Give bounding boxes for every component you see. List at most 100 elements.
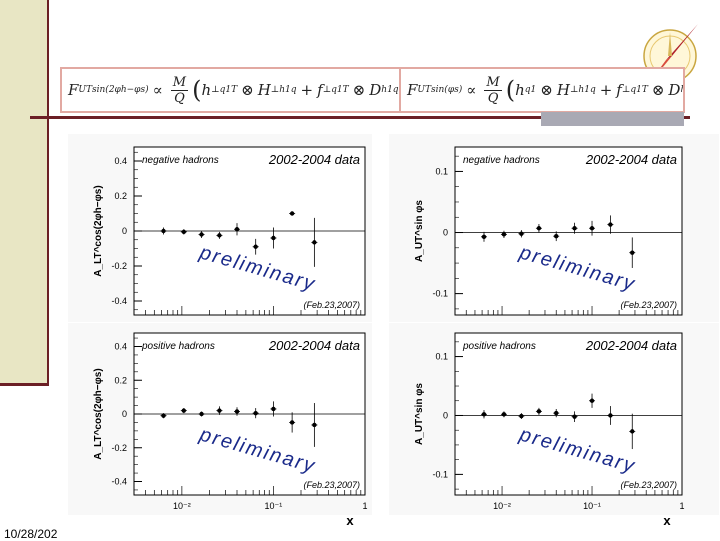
data-point bbox=[608, 222, 613, 227]
formula-term1-sub: 1T bbox=[225, 85, 238, 95]
formula-prop: ∝ bbox=[466, 81, 477, 99]
data-point bbox=[501, 232, 507, 237]
formula-otimes: ⊗ bbox=[241, 81, 254, 99]
data-point bbox=[234, 227, 240, 232]
formula-term2-sup: ⊥h bbox=[270, 85, 286, 95]
formula-term2-sup: ⊥h bbox=[569, 85, 585, 95]
data-point bbox=[481, 234, 487, 240]
y-tick-label: 0 bbox=[443, 228, 448, 238]
formula-term4-sup: h bbox=[680, 85, 683, 95]
x-tick-label: 10⁻¹ bbox=[583, 501, 601, 511]
y-tick-label: 0.2 bbox=[114, 191, 127, 201]
y-tick-label: 0 bbox=[122, 226, 127, 236]
formula-term4: D bbox=[369, 81, 382, 99]
formula-lhs: F bbox=[407, 81, 418, 99]
y-axis-label: A_LT^cos(2φh−φs) bbox=[93, 185, 104, 276]
x-axis-label: x bbox=[663, 513, 671, 528]
formula-term3-sup: ⊥q bbox=[621, 85, 637, 95]
data-point bbox=[630, 250, 635, 255]
formula-term1-sub: 1 bbox=[530, 85, 537, 95]
formula-term4-sup: h bbox=[381, 85, 388, 95]
data-point bbox=[234, 409, 240, 414]
data-point bbox=[572, 414, 577, 419]
sidebar-panel bbox=[0, 0, 47, 385]
data-point bbox=[289, 211, 295, 216]
y-axis-label: A_UT^sin φs bbox=[414, 383, 425, 445]
formula-term3-sub: 1T bbox=[336, 85, 349, 95]
data-point bbox=[271, 406, 276, 412]
formula-term3-sub: 1T bbox=[636, 85, 648, 95]
formula-num: M bbox=[484, 74, 502, 91]
y-tick-label: -0.4 bbox=[111, 296, 127, 306]
formula-term1-sup: q bbox=[524, 85, 531, 95]
formula-plus: + bbox=[599, 81, 613, 99]
data-point bbox=[589, 398, 595, 403]
data-point bbox=[253, 410, 258, 416]
data-point bbox=[199, 232, 204, 237]
formula-term3: f bbox=[616, 81, 622, 99]
formula-term3-sup: ⊥q bbox=[322, 85, 337, 95]
accent-bar bbox=[541, 112, 684, 126]
formula-otimes: ⊗ bbox=[352, 81, 366, 99]
data-point bbox=[253, 244, 258, 249]
formula-den: Q bbox=[174, 90, 185, 106]
y-axis-label: A_LT^cos(2φh−φs) bbox=[93, 368, 104, 459]
x-axis-label: x bbox=[346, 513, 354, 528]
y-tick-label: 0.2 bbox=[114, 375, 127, 385]
data-point bbox=[589, 226, 595, 231]
x-tick-label: 1 bbox=[679, 501, 684, 511]
data-point bbox=[501, 412, 507, 417]
data-point bbox=[271, 235, 276, 241]
date-stamp: (Feb.23,2007) bbox=[620, 480, 677, 490]
footer-date: 10/28/202 bbox=[4, 527, 58, 541]
data-point bbox=[312, 422, 317, 428]
data-point bbox=[608, 413, 613, 418]
data-point bbox=[181, 408, 187, 413]
formula-otimes: ⊗ bbox=[540, 81, 553, 99]
data-point bbox=[161, 228, 166, 234]
data-point bbox=[630, 429, 635, 434]
y-tick-label: -0.2 bbox=[111, 443, 127, 453]
formula-term2-sub: 1q bbox=[584, 85, 596, 95]
data-point bbox=[572, 226, 577, 231]
data-point bbox=[536, 409, 542, 414]
x-tick-label: 10⁻¹ bbox=[265, 501, 283, 511]
data-point bbox=[519, 413, 524, 419]
dataset-label: 2002-2004 data bbox=[585, 152, 677, 167]
dataset-label: 2002-2004 data bbox=[268, 152, 360, 167]
formula-term2: H bbox=[556, 81, 570, 99]
data-point bbox=[536, 226, 542, 231]
y-tick-label: -0.1 bbox=[432, 289, 448, 299]
y-tick-label: 0.1 bbox=[435, 166, 448, 176]
date-stamp: (Feb.23,2007) bbox=[620, 300, 677, 310]
formula-prop: ∝ bbox=[152, 81, 163, 99]
x-tick-label: 1 bbox=[362, 501, 367, 511]
formula-term2: H bbox=[257, 81, 271, 99]
data-point bbox=[554, 410, 559, 416]
data-point bbox=[519, 231, 524, 236]
formula-num: M bbox=[170, 74, 189, 91]
plot-frame bbox=[454, 332, 683, 496]
formula-term3: f bbox=[317, 81, 323, 99]
date-stamp: (Feb.23,2007) bbox=[303, 300, 360, 310]
formula-den: Q bbox=[487, 90, 499, 106]
formula-plus: + bbox=[300, 81, 314, 99]
y-tick-label: 0 bbox=[443, 410, 448, 420]
formula-lhs-sub: UT bbox=[417, 85, 432, 95]
formula-lhs: F bbox=[68, 81, 79, 99]
formula-term4: D bbox=[668, 81, 681, 99]
hadron-label: negative hadrons bbox=[142, 155, 219, 166]
formula-otimes: ⊗ bbox=[651, 81, 665, 99]
formula-term1-sup: ⊥q bbox=[211, 85, 226, 95]
formula-term1: h bbox=[201, 81, 212, 99]
data-point bbox=[554, 233, 559, 239]
plot-frame bbox=[454, 146, 683, 316]
data-point bbox=[312, 240, 317, 245]
data-point bbox=[199, 411, 204, 417]
data-point bbox=[161, 413, 166, 418]
formula-lhs-sup: sin(2φh−φs) bbox=[92, 85, 149, 95]
dataset-label: 2002-2004 data bbox=[268, 338, 360, 353]
